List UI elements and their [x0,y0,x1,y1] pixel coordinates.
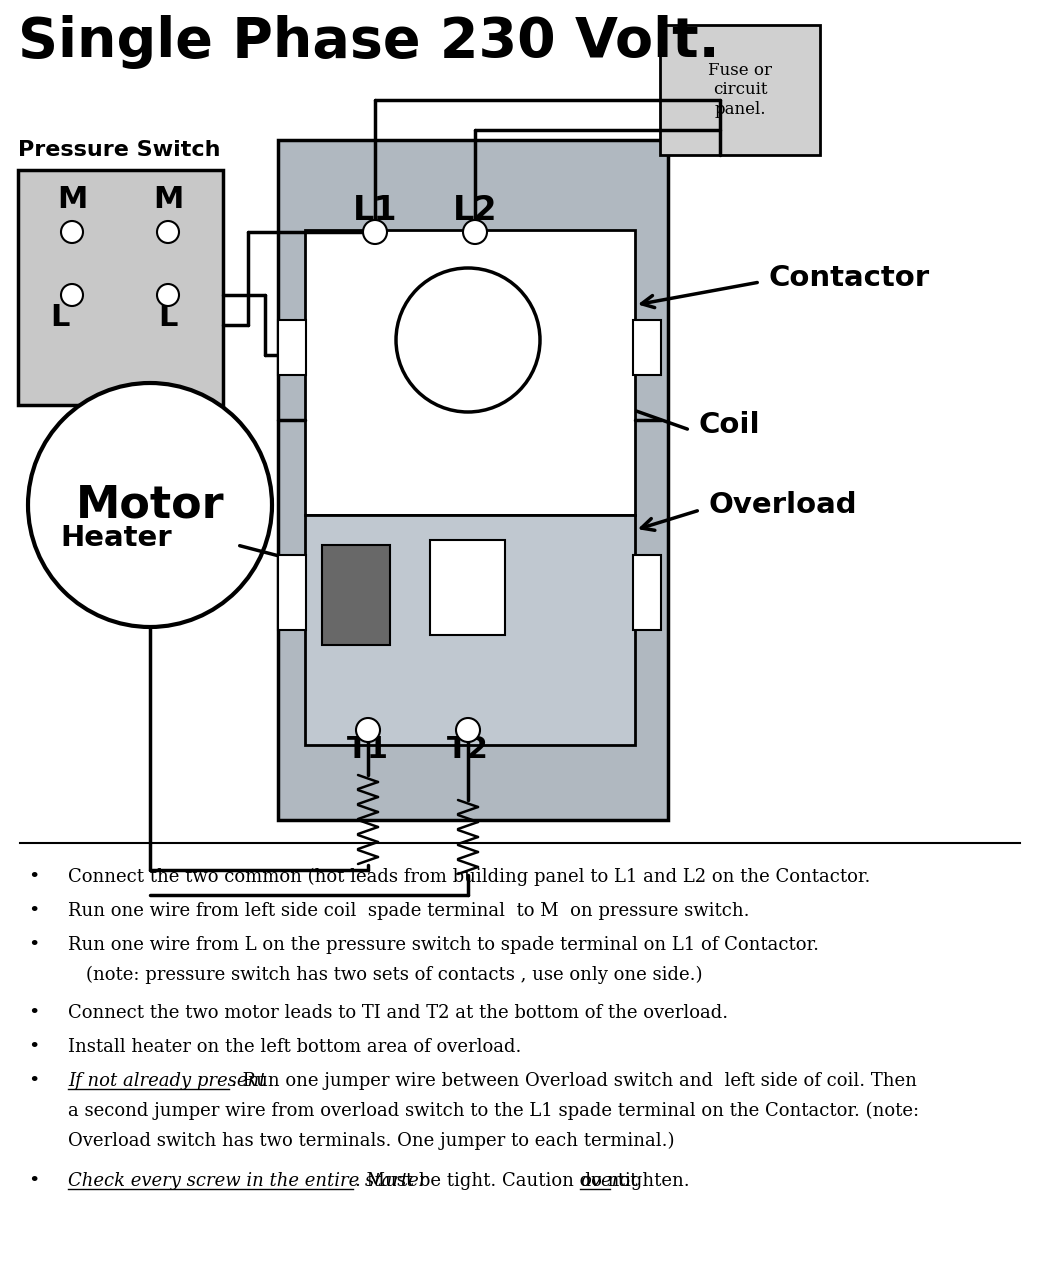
Bar [305,230,635,514]
Bar [322,545,390,645]
Text: Pressure Switch: Pressure Switch [18,140,220,161]
Text: tighten.: tighten. [612,1172,690,1189]
Text: •: • [28,868,40,886]
Text: M: M [57,186,87,215]
Bar [633,320,661,375]
Text: Single Phase 230 Volt.: Single Phase 230 Volt. [18,15,720,70]
Text: Overload switch has two terminals. One jumper to each terminal.): Overload switch has two terminals. One j… [68,1133,675,1150]
Text: L: L [50,303,70,332]
Bar [430,540,505,635]
Text: Contactor: Contactor [768,264,929,292]
Circle shape [363,220,387,244]
Text: T1: T1 [347,736,389,765]
Text: a second jumper wire from overload switch to the L1 spade terminal on the Contac: a second jumper wire from overload switc… [68,1102,919,1120]
Bar [633,555,661,629]
Circle shape [157,284,179,306]
Text: Connect the two motor leads to TI and T2 at the bottom of the overload.: Connect the two motor leads to TI and T2… [68,1004,728,1023]
Text: Fuse or
circuit
panel.: Fuse or circuit panel. [708,62,772,118]
Text: L2: L2 [452,193,497,226]
Text: L1: L1 [353,193,397,226]
Text: over: over [580,1172,621,1189]
Circle shape [28,383,272,627]
Text: (note: pressure switch has two sets of contacts , use only one side.): (note: pressure switch has two sets of c… [86,966,702,985]
Text: •: • [28,902,40,920]
Text: •: • [28,1004,40,1023]
Text: . Run one jumper wire between Overload switch and  left side of coil. Then: . Run one jumper wire between Overload s… [231,1072,916,1090]
Circle shape [463,220,487,244]
Text: •: • [28,1172,40,1189]
Text: Install heater on the left bottom area of overload.: Install heater on the left bottom area o… [68,1038,521,1055]
Text: M: M [153,186,183,215]
Circle shape [396,268,540,412]
Bar [18,169,223,404]
Text: . Must be tight. Caution do not: . Must be tight. Caution do not [355,1172,643,1189]
Text: Run one wire from L on the pressure switch to spade terminal on L1 of Contactor.: Run one wire from L on the pressure swit… [68,937,820,954]
Text: Overload: Overload [708,490,857,520]
Text: Connect the two common (hot leads from building panel to L1 and L2 on the Contac: Connect the two common (hot leads from b… [68,868,870,886]
Text: Heater: Heater [60,525,172,552]
Bar [660,25,820,155]
Bar [278,320,306,375]
Text: Coil: Coil [698,411,759,439]
Text: •: • [28,1072,40,1090]
Text: L: L [158,303,178,332]
Text: Motor: Motor [76,484,225,527]
Bar [278,555,306,629]
Circle shape [61,221,83,243]
Text: Run one wire from left side coil  spade terminal  to M  on pressure switch.: Run one wire from left side coil spade t… [68,902,750,920]
Text: •: • [28,937,40,954]
Text: If not already present: If not already present [68,1072,266,1090]
Text: T2: T2 [447,736,489,765]
Circle shape [61,284,83,306]
Bar [278,140,668,820]
Circle shape [356,718,380,742]
Bar [305,514,635,744]
Circle shape [157,221,179,243]
Text: •: • [28,1038,40,1055]
Text: Check every screw in the entire starter: Check every screw in the entire starter [68,1172,427,1189]
Circle shape [456,718,480,742]
